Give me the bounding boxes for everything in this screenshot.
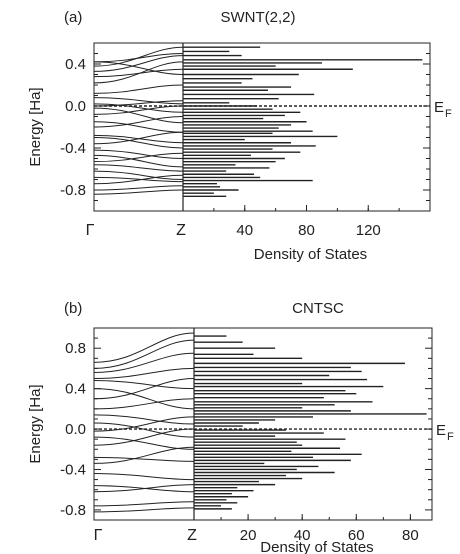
band-line-11 <box>93 436 195 450</box>
x-tick-label: 80 <box>402 527 419 544</box>
band-line-6 <box>93 378 195 400</box>
band-line-5 <box>93 61 184 84</box>
band-line-10 <box>93 416 195 432</box>
fermi-subscript: F <box>447 431 454 443</box>
band-line-16 <box>93 485 195 493</box>
band-line-17 <box>93 484 195 493</box>
x-tick-label: 40 <box>236 222 253 239</box>
band-line-1 <box>93 46 184 67</box>
band-line-3 <box>93 61 184 75</box>
fermi-label: E <box>434 99 444 116</box>
fermi-subscript: F <box>445 108 452 120</box>
band-line-19 <box>93 507 195 513</box>
band-line-13 <box>93 456 195 462</box>
y-tick-label: 0.0 <box>65 421 86 438</box>
y-tick-label: -0.8 <box>60 182 86 199</box>
band-line-14 <box>93 134 184 144</box>
z-label: Z <box>176 222 186 239</box>
band-line-21 <box>93 170 184 180</box>
panel-label: (b) <box>64 300 82 317</box>
plot-frame <box>93 327 433 521</box>
y-tick-label: 0.8 <box>65 340 86 357</box>
chart-panel-a: 0.4 0.0 -0.4 -0.8 Energy [Ha] 40 80 120 Γ Z Densit… <box>27 9 452 263</box>
x-axis-label: Density of States <box>254 246 367 263</box>
band-line-23 <box>93 174 184 185</box>
band-line-24 <box>93 185 184 191</box>
x-tick-label: 120 <box>356 222 381 239</box>
band-line-0 <box>93 332 195 363</box>
y-tick-label: 0.4 <box>65 56 86 73</box>
band-line-19 <box>93 152 184 163</box>
chart-title: CNTSC <box>292 300 344 317</box>
band-line-6 <box>93 84 184 94</box>
band-line-17 <box>93 149 184 159</box>
band-line-10 <box>93 107 184 124</box>
y-axis-label: Energy [Ha] <box>27 87 44 166</box>
band-line-0 <box>93 53 184 63</box>
band-line-7 <box>93 398 195 410</box>
band-line-12 <box>93 428 195 446</box>
x-tick-label: 40 <box>294 527 311 544</box>
chart-panel-b: 0.8 0.4 0.0 -0.4 -0.8 Energy [Ha] 20 40 60 80 Γ Z De… <box>27 300 454 554</box>
x-tick-label: 60 <box>348 527 365 544</box>
band-line-3 <box>93 367 195 380</box>
y-tick-label: 0.0 <box>65 98 86 115</box>
band-line-15 <box>93 137 184 149</box>
band-line-18 <box>93 501 195 507</box>
x-tick-label: 20 <box>240 527 257 544</box>
y-axis-label: Energy [Ha] <box>27 384 44 463</box>
fermi-label: E <box>436 422 446 439</box>
band-line-8 <box>93 103 184 113</box>
band-line-8 <box>93 414 195 425</box>
x-axis-label: Density of States <box>260 539 373 554</box>
band-line-12 <box>93 121 184 133</box>
band-line-13 <box>93 116 184 128</box>
y-tick-label: 0.4 <box>65 381 86 398</box>
y-tick-label: -0.4 <box>60 140 86 157</box>
band-line-16 <box>93 131 184 145</box>
band-line-1 <box>93 339 195 369</box>
gamma-label: Γ <box>94 527 103 544</box>
band-line-2 <box>93 352 195 373</box>
band-line-15 <box>93 473 195 481</box>
band-line-20 <box>93 164 184 172</box>
chart-title: SWNT(2,2) <box>221 9 296 26</box>
y-tick-label: -0.8 <box>60 502 86 519</box>
panel-label: (a) <box>64 9 82 26</box>
x-tick-label: 80 <box>298 222 315 239</box>
band-line-4 <box>93 380 195 390</box>
band-line-18 <box>93 154 184 168</box>
z-label: Z <box>187 527 197 544</box>
gamma-label: Γ <box>86 222 95 239</box>
band-line-25 <box>93 189 184 195</box>
band-line-7 <box>93 97 184 105</box>
y-tick-label: -0.4 <box>60 461 86 478</box>
band-line-5 <box>93 388 195 410</box>
band-line-9 <box>93 422 195 438</box>
band-line-14 <box>93 446 195 464</box>
band-line-2 <box>93 55 184 72</box>
